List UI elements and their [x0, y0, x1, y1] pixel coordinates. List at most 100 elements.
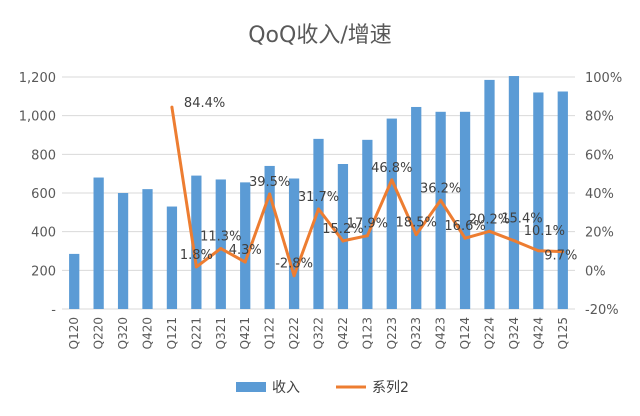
bar	[288, 178, 300, 309]
line-data-label: 36.2%	[420, 181, 461, 196]
line-data-label: 17.9%	[347, 217, 388, 232]
left-axis-ticks: - 200 400 600 800 1,000 1,200	[19, 71, 57, 318]
line-point	[292, 274, 296, 278]
bar	[264, 165, 275, 309]
x-tick-label: Q420	[141, 317, 155, 349]
line-point	[243, 260, 247, 264]
bar	[362, 139, 373, 309]
line-data-labels: 84.4% 1.8% 11.3%4.3% 39.5% -2.8% 31.7% 15.2%17…	[180, 96, 577, 272]
right-tick-label: -20%	[585, 303, 619, 318]
bar	[435, 111, 446, 309]
line-data-label: 18.5%	[396, 216, 437, 231]
line-data-label: 11.3%	[200, 229, 241, 244]
left-tick-label: 400	[31, 226, 56, 241]
bar	[117, 193, 129, 309]
line-point	[561, 250, 565, 254]
x-tick-label: Q121	[165, 317, 179, 349]
line-point	[488, 229, 491, 233]
bar	[557, 91, 568, 309]
x-tick-label: Q320	[116, 317, 130, 349]
left-tick-label: 1,000	[19, 110, 56, 125]
line-point	[512, 239, 516, 243]
line-data-label: 46.8%	[371, 161, 412, 176]
line-data-label: 9.7%	[544, 249, 577, 264]
x-tick-label: Q123	[360, 317, 374, 349]
x-tick-label: Q423	[434, 317, 448, 349]
bar	[240, 182, 251, 309]
right-tick-label: 100%	[585, 71, 622, 86]
x-tick-label: Q421	[238, 317, 252, 349]
right-tick-label: 0%	[585, 264, 606, 279]
line-point	[463, 236, 467, 240]
x-axis-ticks: Q120 Q220 Q320 Q420 Q121 Q221 Q321 Q421 Q122 Q222…	[67, 317, 570, 349]
line-point	[536, 249, 540, 253]
x-tick-label: Q323	[409, 317, 423, 349]
bar-series	[69, 76, 568, 310]
x-tick-label: Q324	[507, 317, 521, 349]
bar	[508, 76, 520, 310]
x-tick-label: Q223	[385, 317, 399, 349]
line-data-label: 4.3%	[229, 243, 262, 258]
bar	[191, 175, 202, 309]
x-tick-label: Q122	[263, 317, 277, 349]
legend-label-series2: 系列2	[372, 380, 409, 396]
line-point	[439, 198, 443, 202]
x-tick-label: Q220	[92, 317, 106, 349]
line-data-label: 10.1%	[524, 224, 565, 239]
x-tick-label: Q221	[189, 317, 203, 349]
line-point	[365, 234, 369, 238]
x-tick-label: Q125	[556, 317, 570, 349]
left-tick-label: -	[51, 303, 56, 318]
legend-label-revenue: 收入	[272, 380, 300, 396]
right-tick-label: 40%	[585, 187, 614, 202]
bar	[69, 253, 80, 309]
x-tick-label: Q321	[214, 317, 228, 349]
x-tick-label: Q422	[336, 317, 350, 349]
line-point	[194, 265, 198, 269]
line-point	[219, 246, 223, 250]
bar	[484, 79, 495, 310]
line-data-label: 31.7%	[298, 190, 339, 205]
line-point	[414, 233, 418, 237]
right-axis-ticks: -20% 0% 20% 40% 60% 80% 100%	[585, 71, 622, 318]
bar	[93, 177, 104, 309]
legend: 收入 系列2	[236, 380, 409, 396]
right-tick-label: 60%	[585, 148, 614, 163]
right-tick-label: 20%	[585, 226, 614, 241]
x-tick-label: Q322	[312, 317, 326, 349]
bar	[142, 189, 153, 309]
line-series	[170, 105, 565, 278]
line-data-label: 15.4%	[501, 212, 542, 227]
line-point	[170, 105, 174, 109]
line-data-label: 84.4%	[184, 96, 225, 111]
left-tick-label: 600	[31, 187, 56, 202]
line-point	[268, 192, 272, 196]
bar	[313, 138, 324, 309]
line-point	[341, 239, 345, 243]
line-data-label: 1.8%	[180, 248, 213, 263]
line-point	[317, 207, 320, 211]
line-data-label: 16.6%	[444, 219, 485, 234]
bar	[411, 106, 422, 309]
bar	[459, 111, 471, 309]
bar	[337, 164, 349, 309]
x-tick-label: Q224	[483, 317, 497, 349]
left-tick-label: 800	[31, 148, 56, 163]
legend-swatch-revenue	[236, 382, 266, 392]
bar	[166, 206, 178, 309]
left-tick-label: 200	[31, 264, 56, 279]
bar	[533, 92, 544, 309]
bar	[215, 179, 226, 309]
x-tick-label: Q120	[67, 317, 81, 349]
x-tick-label: Q124	[458, 317, 472, 349]
line-point	[390, 178, 394, 182]
line-data-label: 20.2%	[469, 212, 510, 227]
line-data-label: 39.5%	[249, 175, 290, 190]
bar	[386, 118, 397, 309]
right-tick-label: 80%	[585, 110, 614, 125]
chart-title: QoQ收入/增速	[248, 23, 392, 48]
x-tick-label: Q222	[287, 317, 301, 349]
line-data-label: -2.8%	[275, 257, 313, 272]
left-tick-label: 1,200	[19, 71, 56, 86]
